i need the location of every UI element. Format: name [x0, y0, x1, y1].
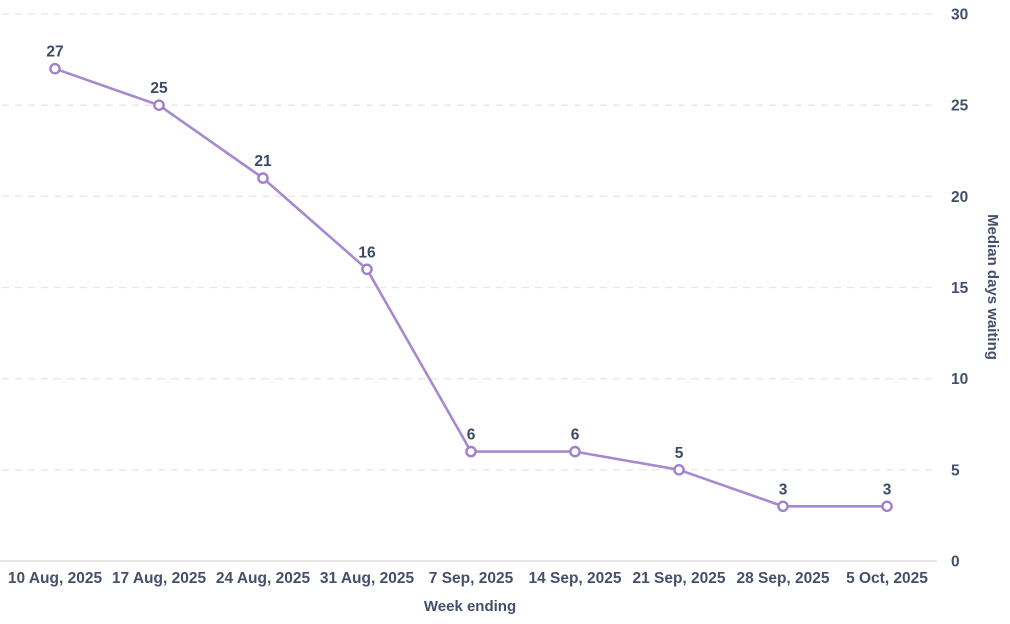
x-tick-label: 14 Sep, 2025 [528, 570, 621, 587]
point-labels-layer: 27 25 21 16 6 6 5 3 3 [46, 44, 891, 499]
gridlines-layer [0, 13, 937, 562]
x-tick-label: 7 Sep, 2025 [429, 570, 514, 587]
data-point-marker[interactable] [361, 263, 373, 276]
y-tick-label: 15 [951, 280, 969, 297]
data-point-marker[interactable] [257, 172, 269, 184]
series-layer [49, 62, 893, 513]
y-tick-label: 20 [951, 189, 968, 206]
data-point-marker[interactable] [153, 99, 165, 111]
data-point-label: 16 [358, 244, 376, 261]
x-tick-label: 5 Oct, 2025 [846, 570, 928, 587]
data-point-marker[interactable] [569, 445, 581, 458]
y-tick-label: 0 [951, 554, 960, 571]
data-point-label: 21 [254, 153, 272, 170]
data-point-label: 5 [675, 445, 684, 462]
x-tick-label: 28 Sep, 2025 [736, 570, 829, 587]
y-tick-label: 5 [951, 462, 960, 479]
data-point-marker[interactable] [777, 500, 789, 513]
y-tick-label: 25 [951, 98, 969, 115]
data-point-label: 27 [46, 44, 63, 61]
data-point-label: 3 [883, 481, 892, 498]
x-axis-title: Week ending [424, 598, 516, 615]
y-axis-title: Median days waiting [984, 214, 1001, 360]
y-tick-label: 30 [951, 7, 968, 24]
x-tick-label: 31 Aug, 2025 [320, 570, 415, 587]
x-tick-label: 21 Sep, 2025 [632, 570, 725, 587]
axis-ticks-layer: 0 5 10 15 20 25 30 10 Aug, 2025 17 Aug, 2025 24 A… [8, 7, 969, 588]
data-point-label: 3 [779, 481, 788, 498]
data-point-label: 25 [150, 80, 168, 97]
data-point-marker[interactable] [49, 62, 61, 75]
data-point-label: 6 [571, 427, 580, 444]
x-tick-label: 10 Aug, 2025 [8, 570, 103, 587]
data-point-marker[interactable] [465, 445, 477, 458]
x-tick-label: 17 Aug, 2025 [112, 570, 207, 587]
data-point-marker[interactable] [673, 463, 685, 476]
data-point-label: 6 [467, 427, 476, 444]
x-tick-label: 24 Aug, 2025 [216, 570, 311, 587]
data-point-marker[interactable] [881, 500, 893, 513]
y-tick-label: 10 [951, 371, 968, 388]
